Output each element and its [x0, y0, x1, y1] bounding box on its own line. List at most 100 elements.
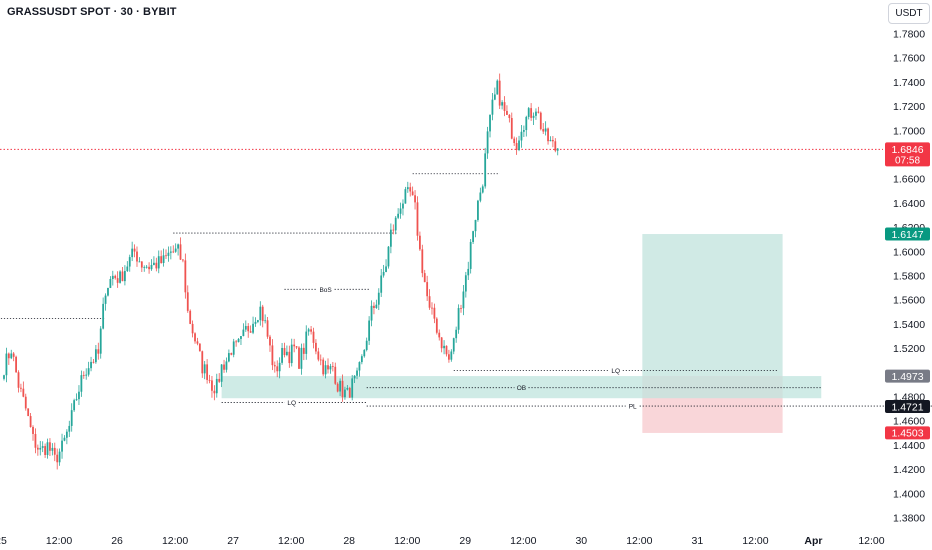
candle-body: [520, 131, 523, 141]
candle-body: [525, 116, 528, 131]
candle-body: [186, 292, 189, 311]
candle-body: [99, 328, 102, 354]
candle-body: [232, 341, 235, 355]
candle-body: [39, 447, 42, 450]
candle-body: [450, 351, 453, 360]
candle-body: [513, 138, 516, 144]
candle-body: [315, 342, 317, 352]
y-tick-label: 1.4200: [893, 464, 925, 476]
candle-body: [249, 331, 252, 333]
candle-body: [153, 262, 155, 265]
annotation-label-ob: OB: [517, 385, 526, 392]
candle-body: [346, 387, 349, 390]
candle-body: [385, 266, 387, 272]
candle-body: [399, 208, 402, 214]
candle-body: [539, 112, 542, 130]
price-tag: [885, 227, 930, 241]
candle-body: [211, 380, 213, 391]
candle-body: [247, 326, 250, 332]
candle-body: [532, 115, 535, 118]
candle-body: [310, 329, 312, 332]
candle-body: [290, 344, 293, 364]
candle-body: [145, 266, 148, 268]
candle-body: [356, 370, 358, 376]
price-axis: 1.7800 1.7600 1.7400 1.7200 1.7000 1.6600 1.64…: [893, 29, 925, 525]
candle-body: [339, 380, 342, 392]
candle-body: [406, 187, 409, 190]
annotation-label-bos: BoS: [319, 287, 332, 294]
candle-body: [196, 341, 199, 344]
candle-body: [119, 271, 121, 283]
candle-body: [491, 99, 494, 115]
target-zone[interactable]: [642, 234, 783, 377]
x-time-label: 12:00: [510, 535, 536, 547]
candle-body: [331, 366, 334, 367]
candle-body: [416, 202, 419, 236]
candle-body: [530, 108, 533, 118]
currency-button[interactable]: USDT: [888, 3, 930, 24]
candle-body: [131, 248, 134, 258]
candle-body: [174, 248, 177, 252]
candle-body: [97, 349, 100, 354]
bar-countdown-label: 07:58: [895, 155, 920, 166]
candle-body: [510, 118, 513, 139]
candle-body: [201, 351, 204, 374]
candle-body: [387, 246, 390, 267]
order-block-zone[interactable]: [221, 376, 822, 399]
candle-body: [493, 94, 496, 100]
candle-body: [298, 347, 300, 369]
candle-body: [411, 191, 414, 196]
candle-body: [85, 374, 88, 376]
candle-body: [554, 141, 557, 151]
x-day-label: 26: [111, 535, 123, 547]
candle-body: [10, 353, 13, 359]
candle-body: [426, 282, 429, 297]
x-day-label: 27: [227, 535, 239, 547]
candle-body: [535, 111, 537, 116]
candle-body: [380, 275, 383, 293]
candle-body: [404, 189, 407, 204]
candle-body: [194, 333, 196, 342]
candle-body: [324, 365, 327, 375]
candle-body: [254, 321, 257, 324]
candle-body: [278, 362, 281, 372]
candle-body: [435, 318, 438, 333]
candle-body: [542, 129, 545, 132]
candle-body: [102, 303, 105, 329]
candle-body: [264, 320, 267, 322]
candle-body: [179, 244, 182, 260]
candle-body: [319, 359, 322, 361]
candle-body: [208, 379, 211, 381]
drawings-layer: [221, 234, 822, 433]
candle-body: [78, 391, 80, 400]
candle-body: [460, 308, 462, 309]
candle-body: [162, 255, 165, 264]
candle-body: [448, 354, 450, 360]
candle-body: [182, 259, 184, 261]
candle-body: [515, 143, 518, 151]
candle-body: [136, 251, 138, 262]
y-tick-label: 1.6400: [893, 198, 925, 210]
candle-body: [121, 271, 124, 282]
candle-body: [34, 433, 37, 448]
candle-body: [227, 353, 230, 362]
candle-body: [27, 408, 30, 417]
candle-body: [489, 114, 491, 132]
candle-body: [462, 291, 465, 309]
candle-body: [414, 195, 416, 203]
candle-body: [288, 351, 291, 364]
candle-body: [302, 347, 305, 354]
candle-body: [363, 349, 366, 357]
candle-body: [114, 275, 117, 279]
candle-body: [551, 139, 554, 142]
candle-body: [455, 329, 458, 339]
candle-body: [438, 332, 441, 338]
annotation-labels-layer: BoS LQ OB LQ PL: [287, 287, 637, 411]
candle-body: [283, 347, 286, 356]
candle-body: [452, 338, 455, 352]
candle-body: [177, 244, 179, 249]
price-tag-label: 1.6147: [891, 229, 923, 241]
y-tick-label: 1.3800: [893, 513, 925, 525]
candle-body: [382, 271, 385, 276]
